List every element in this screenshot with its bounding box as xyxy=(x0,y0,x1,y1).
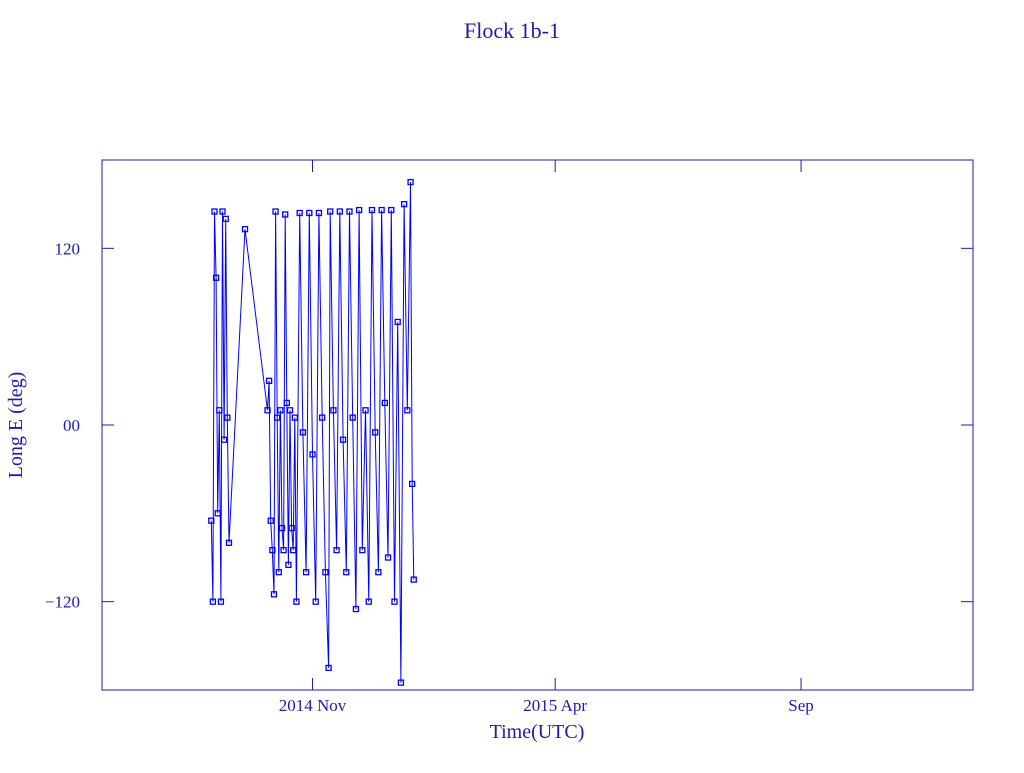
y-tick-label: 120 xyxy=(55,239,81,258)
point-marker xyxy=(336,208,343,215)
point-marker xyxy=(375,569,382,576)
point-marker xyxy=(319,414,326,421)
point-marker xyxy=(333,546,340,554)
y-tick-label: −120 xyxy=(45,593,80,612)
point-marker xyxy=(407,178,414,186)
point-marker xyxy=(283,399,290,407)
point-marker xyxy=(391,598,398,605)
series-line xyxy=(210,182,415,683)
point-marker xyxy=(409,480,416,488)
point-marker xyxy=(272,208,279,215)
point-marker xyxy=(397,679,405,686)
x-tick-label: 2014 Nov xyxy=(279,696,347,715)
point-marker xyxy=(372,429,379,436)
point-marker xyxy=(208,517,215,524)
point-marker xyxy=(381,399,388,407)
point-marker xyxy=(225,539,233,546)
point-marker xyxy=(285,561,292,569)
point-marker xyxy=(339,436,347,443)
point-marker xyxy=(309,451,316,458)
point-marker xyxy=(322,569,329,576)
point-marker xyxy=(275,569,282,576)
point-marker xyxy=(265,377,273,384)
point-marker xyxy=(282,211,289,218)
point-marker xyxy=(410,576,417,583)
point-marker xyxy=(241,226,249,233)
point-marker xyxy=(365,598,372,605)
x-tick-label: Sep xyxy=(788,696,814,715)
point-marker xyxy=(355,206,363,214)
point-marker xyxy=(288,524,295,532)
point-marker xyxy=(400,201,408,208)
point-marker xyxy=(209,598,217,605)
point-marker xyxy=(267,517,274,524)
point-marker xyxy=(378,206,385,214)
point-marker xyxy=(346,208,353,215)
point-marker xyxy=(359,546,366,554)
point-marker xyxy=(343,569,350,576)
point-marker xyxy=(327,208,334,215)
point-marker xyxy=(224,414,231,421)
series xyxy=(208,178,417,686)
point-marker xyxy=(315,209,323,217)
point-marker xyxy=(368,206,376,214)
point-marker xyxy=(352,605,360,613)
point-marker xyxy=(211,208,218,215)
x-axis-label: Time(UTC) xyxy=(490,721,585,743)
point-marker xyxy=(349,414,356,421)
point-marker xyxy=(216,407,223,414)
point-marker xyxy=(214,510,221,517)
point-marker xyxy=(362,407,369,414)
plot-frame xyxy=(101,159,974,691)
point-marker xyxy=(299,429,307,436)
point-marker xyxy=(404,407,411,414)
point-marker xyxy=(217,598,225,605)
point-marker xyxy=(306,209,313,217)
point-marker xyxy=(296,209,303,217)
point-marker xyxy=(302,569,310,576)
point-marker xyxy=(388,206,395,214)
point-marker xyxy=(325,664,332,672)
point-marker xyxy=(220,436,228,443)
point-marker xyxy=(384,554,392,561)
point-marker xyxy=(277,407,284,414)
point-marker xyxy=(274,414,281,421)
point-marker xyxy=(394,318,401,326)
point-marker xyxy=(312,598,319,605)
point-marker xyxy=(278,524,286,532)
y-tick-label: 00 xyxy=(63,416,80,435)
point-marker xyxy=(269,546,276,554)
point-marker xyxy=(290,546,297,554)
y-axis-label: Long E (deg) xyxy=(5,372,27,479)
point-marker xyxy=(219,208,226,215)
point-marker xyxy=(264,407,271,414)
x-tick-label: 2015 Apr xyxy=(523,696,587,715)
chart-title: Flock 1b-1 xyxy=(464,18,560,43)
point-marker xyxy=(280,546,287,554)
point-marker xyxy=(291,414,298,421)
point-marker xyxy=(270,591,278,598)
point-marker xyxy=(286,407,294,414)
point-marker xyxy=(330,407,337,414)
point-marker xyxy=(212,274,220,281)
point-marker xyxy=(222,215,229,223)
point-marker xyxy=(293,598,300,605)
